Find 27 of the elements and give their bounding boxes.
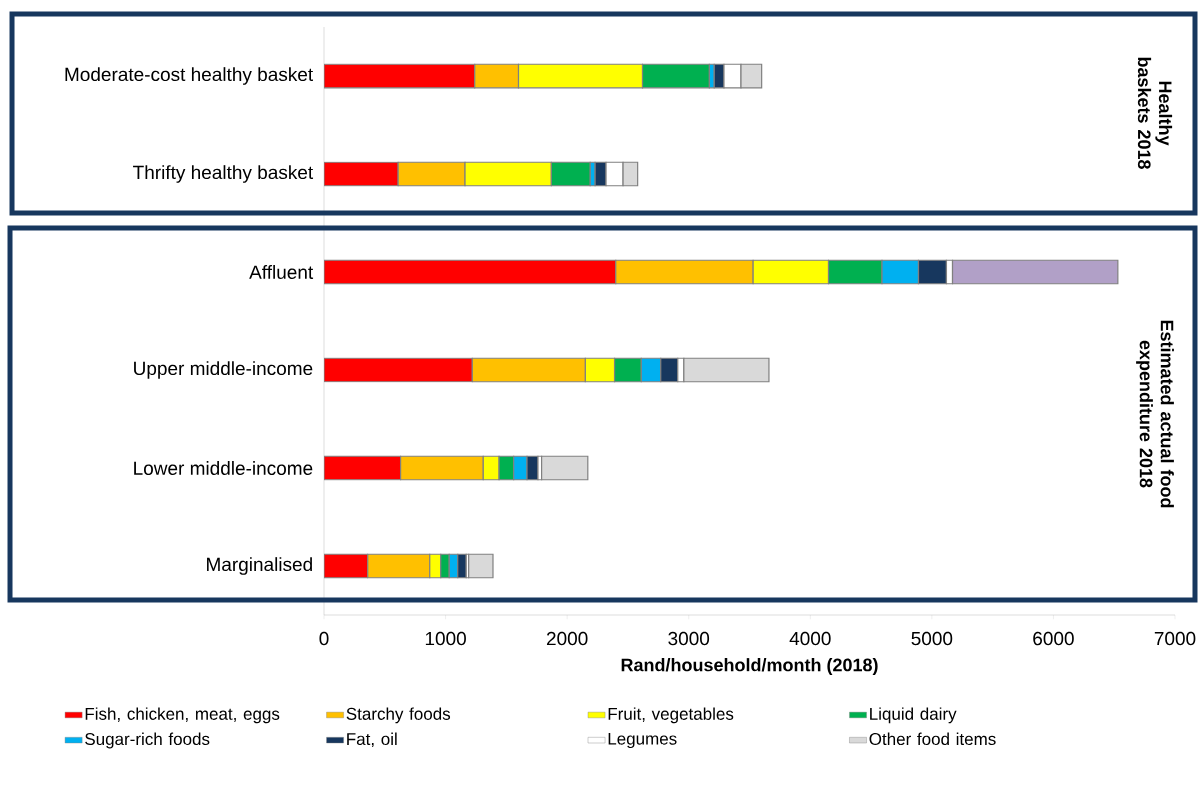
y-tick-label: Affluent [249, 265, 314, 279]
x-tick-label: 6000 [1033, 631, 1074, 646]
legend-label: Other food items [869, 732, 996, 746]
legend-label: Fruit, vegetables [608, 707, 734, 724]
y-tick-label: Upper middle-income [134, 361, 313, 379]
legend-label: Legumes [608, 732, 677, 749]
x-tick-label: 7000 [1154, 631, 1196, 646]
y-tick-label: Thrifty healthy basket [133, 165, 314, 183]
bar [468, 553, 494, 579]
y-tick-label: Lower middle-income [134, 461, 313, 475]
annotation: Estimated actual food expenditure 2018 [1136, 320, 1174, 508]
x-tick-label: 0 [319, 631, 329, 646]
annotation: Healthy baskets 2018 [1137, 57, 1173, 169]
legend-label: Fat, oil [347, 732, 397, 748]
x-tick-label: 5000 [911, 631, 953, 646]
legend-label: Sugar-rich foods [85, 732, 210, 749]
y-tick-label: Moderate-cost healthy basket [65, 67, 314, 85]
x-tick-label: 3000 [668, 631, 710, 646]
x-tick-label: 4000 [789, 631, 831, 646]
legend-label: Fish, chicken, meat, eggs [85, 707, 280, 724]
legend-label: Liquid dairy [870, 707, 957, 724]
x-tick-label: 2000 [546, 631, 588, 646]
bar [541, 455, 589, 481]
x-tick-label: 1000 [425, 631, 466, 646]
y-tick-label: Marginalised [207, 557, 312, 575]
legend-label: Starchy foods [346, 707, 451, 724]
x-axis-title: Rand/household/month (2018) [621, 658, 878, 675]
